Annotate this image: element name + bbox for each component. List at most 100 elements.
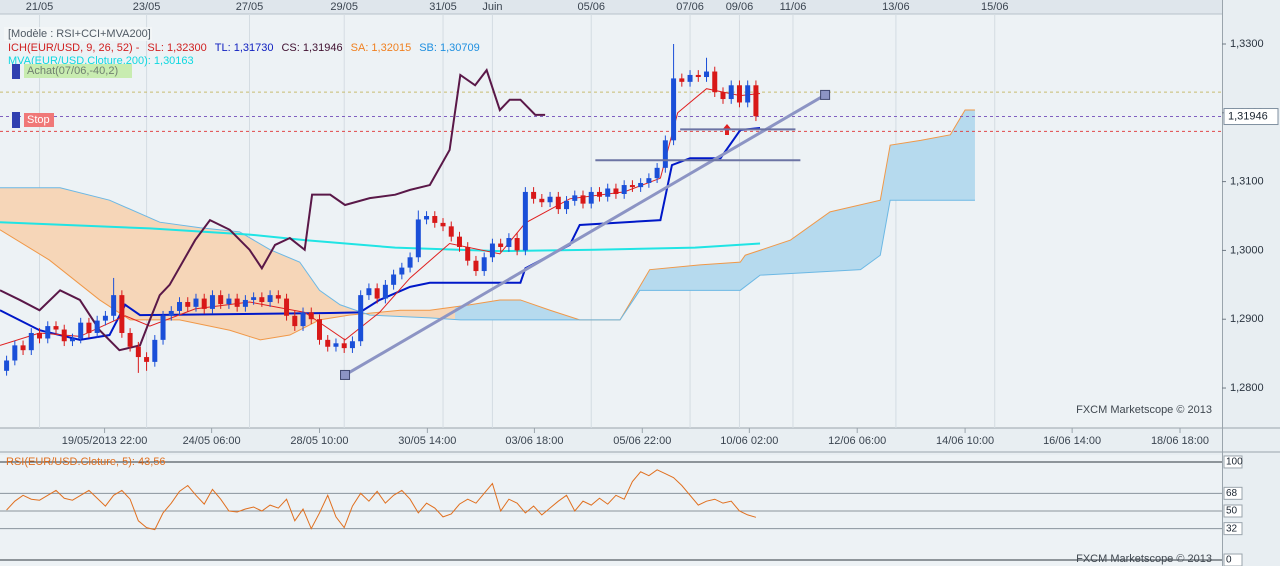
candle-body	[4, 360, 10, 371]
legend-item: SB: 1,30709	[419, 42, 480, 54]
candle-body	[539, 198, 545, 203]
candle-body	[465, 246, 471, 261]
rsi-panel: 0 32 50 68 100	[0, 455, 1243, 566]
grid: 21/05 23/05 27/05 29/05 31/05 Juin 05/06 07/06 0…	[26, 1, 1264, 447]
top-tick-label: 27/05	[236, 1, 264, 13]
candle-body	[704, 71, 710, 78]
candle-body	[473, 260, 479, 272]
candle-body	[168, 310, 174, 316]
candle-body	[638, 182, 644, 188]
candle-body	[440, 222, 446, 227]
top-tick-label: 11/06	[780, 1, 807, 13]
top-tick-label: 15/06	[981, 1, 1009, 13]
candle-body	[251, 297, 257, 300]
candle-body	[234, 298, 240, 307]
candle-body	[333, 343, 339, 347]
top-strip	[0, 0, 1222, 14]
candle-body	[209, 295, 215, 309]
candle-body	[580, 195, 586, 204]
indicator-line	[0, 68, 546, 352]
candle-body	[456, 236, 462, 247]
candle-body	[547, 196, 553, 203]
trendline	[344, 93, 826, 377]
x-tick-label: 14/06 10:00	[936, 435, 994, 447]
candle-body	[300, 312, 306, 327]
candle-body	[654, 167, 660, 179]
candle-body	[193, 298, 199, 307]
candle-body	[646, 178, 652, 183]
rsi-title: RSI(EUR/USD.Cloture, 5): 43,56	[6, 456, 166, 468]
y-tick-label: 1,3100	[1230, 176, 1264, 188]
x-tick-label: 24/05 06:00	[183, 435, 241, 447]
candle-body	[358, 295, 364, 342]
candle-body	[745, 85, 751, 103]
y-tick-box	[1223, 486, 1243, 500]
y-tick-label: 1,3300	[1230, 38, 1264, 50]
candle-body	[514, 238, 520, 251]
candle-body	[572, 195, 578, 201]
y-tick-label: 0	[1226, 555, 1232, 566]
candle-body	[736, 85, 742, 103]
y-tick-label: 1,3000	[1230, 244, 1264, 256]
indicator-line	[0, 221, 761, 253]
x-tick-label: 10/06 02:00	[720, 435, 778, 447]
chart-title: [Modèle : RSI+CCI+MVA200]	[8, 28, 151, 40]
signal-marker	[12, 64, 20, 79]
candle-body	[753, 85, 759, 117]
candle-body	[135, 346, 141, 358]
signal-label: Achat(07/06,-40,2)	[27, 65, 118, 77]
candle-body	[341, 343, 347, 349]
candle-body	[45, 326, 51, 339]
candle-body	[78, 322, 84, 339]
top-tick-label: Juin	[482, 1, 502, 13]
top-tick-label: 21/05	[26, 1, 54, 13]
span-b-line	[0, 187, 975, 321]
candle-body	[366, 288, 372, 296]
y-tick-label: 1,2800	[1230, 382, 1264, 394]
mva-label: MVA(EUR/USD.Cloture,200): 1,30163	[8, 55, 194, 67]
candle-body	[629, 185, 635, 188]
candle-body	[61, 329, 67, 342]
candle-body	[86, 322, 92, 333]
candle-body	[144, 357, 150, 362]
candle-body	[160, 315, 166, 340]
candle-body	[506, 238, 512, 247]
price-marker-label: 1,31946	[1228, 110, 1268, 122]
candle-body	[226, 298, 232, 305]
candle-body	[391, 274, 397, 285]
candle-body	[267, 295, 273, 303]
x-tick-label: 19/05/2013 22:00	[62, 435, 148, 447]
candle-body	[259, 297, 265, 303]
top-tick-label: 09/06	[726, 1, 754, 13]
candle-body	[424, 216, 430, 220]
candle-body	[399, 267, 405, 275]
x-tick-label: 30/05 14:00	[398, 435, 456, 447]
candle-body	[111, 295, 117, 316]
y-tick-box	[1223, 522, 1243, 536]
candle-body	[596, 191, 602, 197]
x-tick-label: 18/06 18:00	[1151, 435, 1209, 447]
candle-body	[621, 185, 627, 194]
candle-body	[119, 295, 125, 333]
top-tick-label: 13/06	[882, 1, 910, 13]
candle-body	[374, 288, 380, 299]
candle-body	[69, 338, 75, 342]
candle-body	[671, 78, 677, 141]
candle-body	[12, 345, 18, 361]
candle-body	[613, 188, 619, 194]
candle-body	[185, 302, 191, 307]
candle-body	[242, 299, 248, 307]
candle-body	[687, 74, 693, 82]
legend-item: SA: 1,32015	[351, 42, 412, 54]
watermark: FXCM Marketscope © 2013	[1076, 553, 1212, 565]
candle-body	[720, 92, 726, 100]
candle-body	[292, 315, 298, 327]
candle-body	[94, 320, 100, 333]
overlays: 1,31946	[340, 89, 1279, 380]
candle-body	[275, 295, 281, 299]
price-marker	[1223, 108, 1279, 126]
candle-body	[712, 71, 718, 93]
watermark: FXCM Marketscope © 2013	[1076, 404, 1212, 416]
x-tick-label: 03/06 18:00	[505, 435, 563, 447]
